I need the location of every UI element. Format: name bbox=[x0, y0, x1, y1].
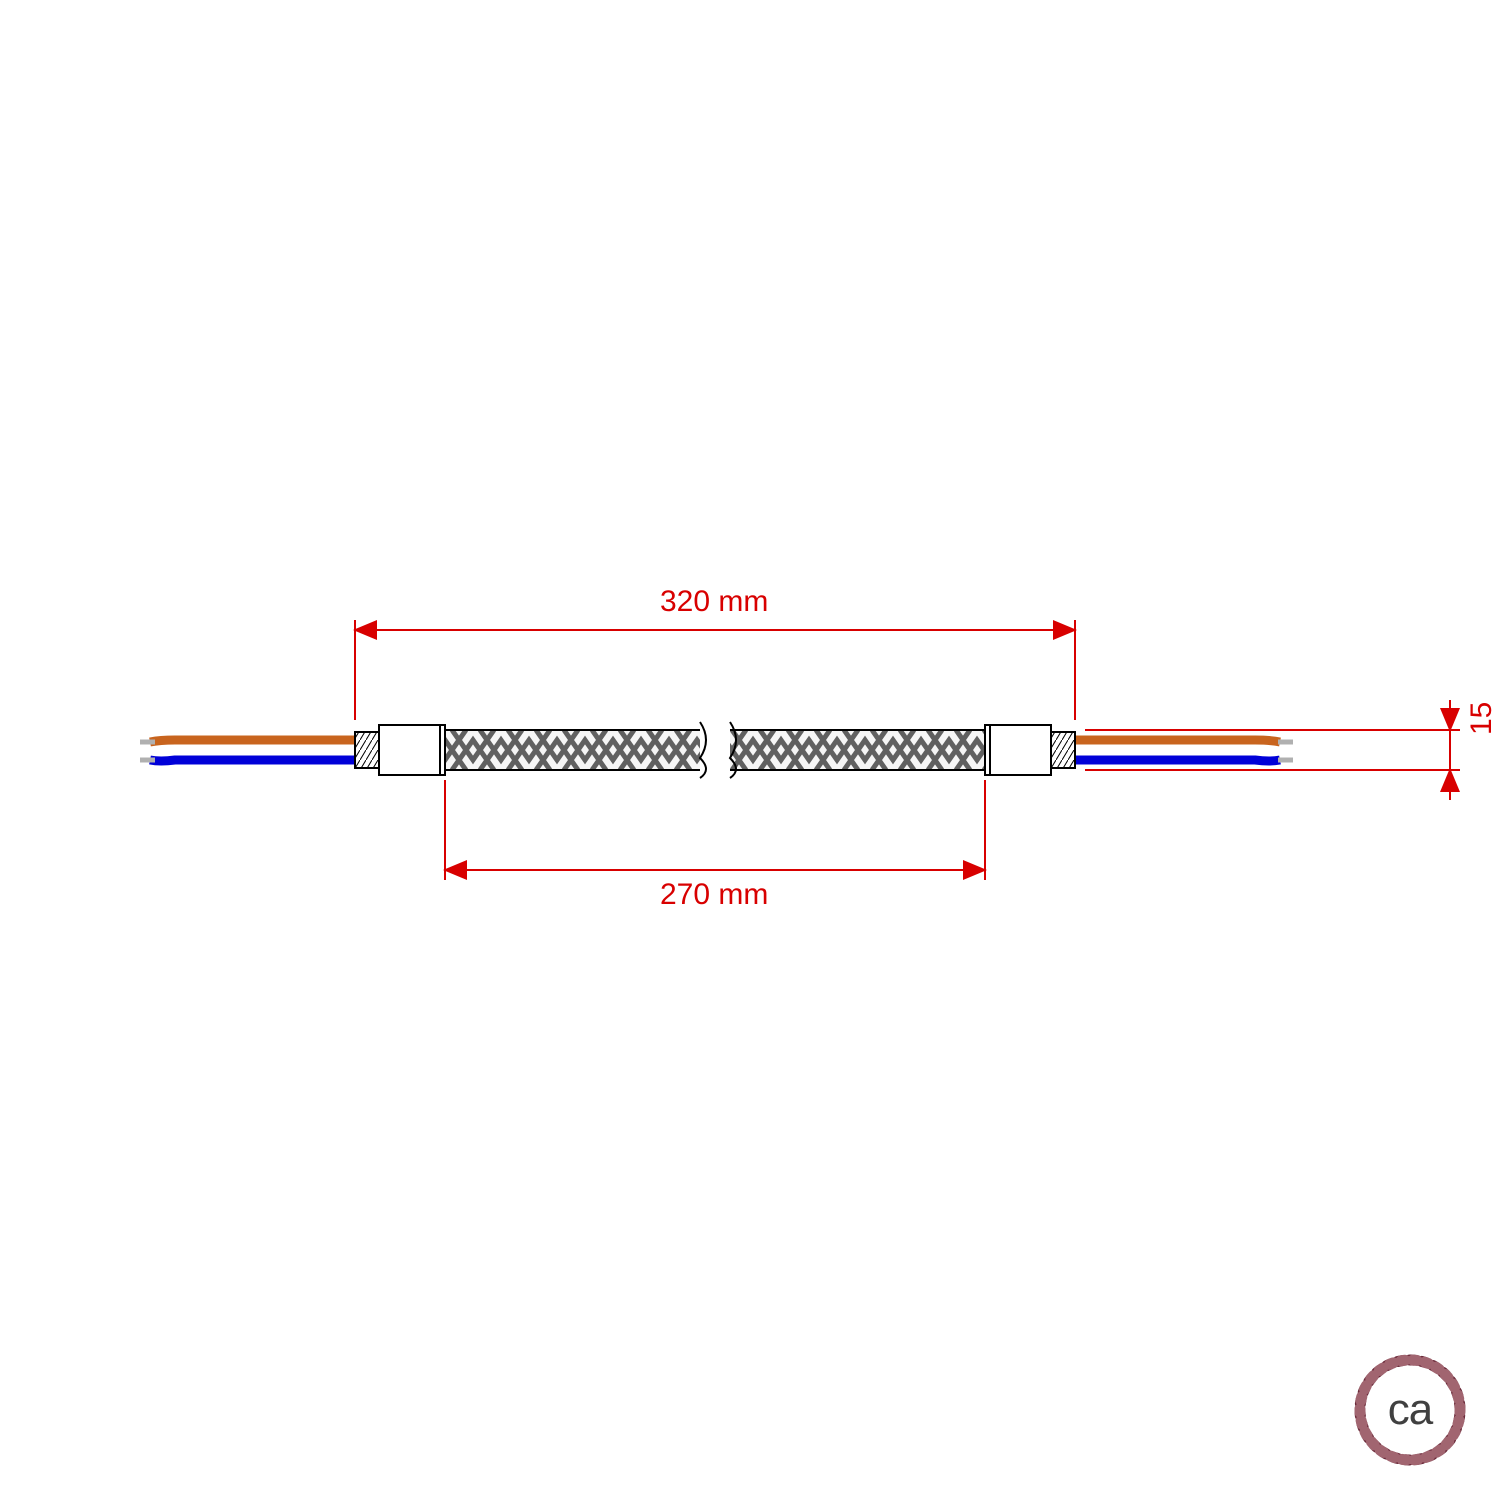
brand-logo: ca bbox=[1350, 1350, 1470, 1470]
technical-diagram: 320 mm 270 mm 15 ca bbox=[0, 0, 1500, 1500]
end-cap-right bbox=[985, 725, 1075, 775]
braided-sleeve bbox=[445, 720, 985, 780]
dim-label-bottom: 270 mm bbox=[660, 878, 768, 912]
wire-left bbox=[140, 740, 355, 761]
end-cap-left bbox=[355, 725, 445, 775]
logo-text: ca bbox=[1388, 1385, 1432, 1435]
dim-label-diameter: 15 bbox=[1465, 702, 1499, 735]
wire-right bbox=[1075, 740, 1293, 761]
dimension-top bbox=[355, 620, 1075, 720]
diagram-svg bbox=[0, 0, 1500, 1500]
dimension-bottom bbox=[445, 780, 985, 880]
dim-label-top: 320 mm bbox=[660, 585, 768, 619]
dimension-diameter bbox=[1085, 700, 1460, 800]
